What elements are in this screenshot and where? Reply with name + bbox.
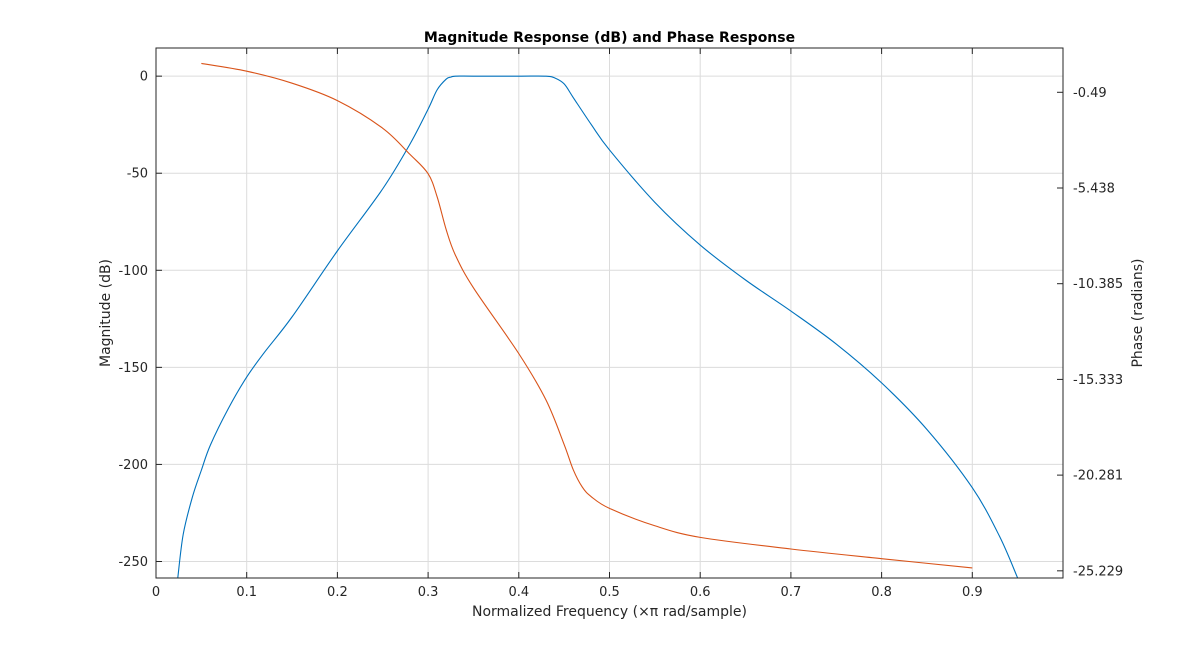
left-tick-label: -100 [118, 264, 148, 279]
x-tick-label: 0.1 [236, 585, 257, 600]
x-tick-label: 0.2 [327, 585, 348, 600]
x-axis-label: Normalized Frequency (×π rad/sample) [472, 604, 747, 620]
x-tick-label: 0.7 [781, 585, 802, 600]
left-tick-label: 0 [140, 70, 148, 85]
x-tick-label: 0.8 [871, 585, 892, 600]
right-tick-label: -10.385 [1073, 277, 1123, 292]
left-axis-ticks: 0 -50 -100 -150 -200 -250 [118, 70, 162, 570]
left-tick-label: -50 [127, 167, 148, 182]
left-tick-label: -250 [118, 555, 148, 570]
x-tick-label: 0.9 [962, 585, 983, 600]
x-tick-label: 0.3 [418, 585, 439, 600]
right-tick-label: -5.438 [1073, 182, 1115, 197]
x-tick-label: 0 [152, 585, 160, 600]
right-axis-ticks: -0.49 -5.438 -10.385 -15.333 -20.281 -25.229 [1057, 86, 1123, 579]
x-tick-label: 0.4 [508, 585, 529, 600]
x-tick-label: 0.5 [599, 585, 620, 600]
right-tick-label: -15.333 [1073, 373, 1123, 388]
left-tick-label: -200 [118, 458, 148, 473]
x-tick-label: 0.6 [690, 585, 711, 600]
phase-response-line [201, 62, 973, 569]
grid [156, 48, 1063, 578]
left-axis-label: Magnitude (dB) [98, 259, 114, 367]
chart-title: Magnitude Response (dB) and Phase Respon… [424, 30, 795, 46]
right-tick-label: -0.49 [1073, 86, 1107, 101]
series-layer [177, 62, 1019, 578]
right-axis-label: Phase (radians) [1130, 258, 1146, 367]
magnitude-response-line [177, 75, 1019, 578]
x-axis-ticks: 0 0.1 0.2 0.3 0.4 0.5 0.6 0.7 0.8 0.9 [152, 48, 983, 600]
right-tick-label: -25.229 [1073, 564, 1123, 579]
left-tick-label: -150 [118, 361, 148, 376]
right-tick-label: -20.281 [1073, 469, 1123, 484]
